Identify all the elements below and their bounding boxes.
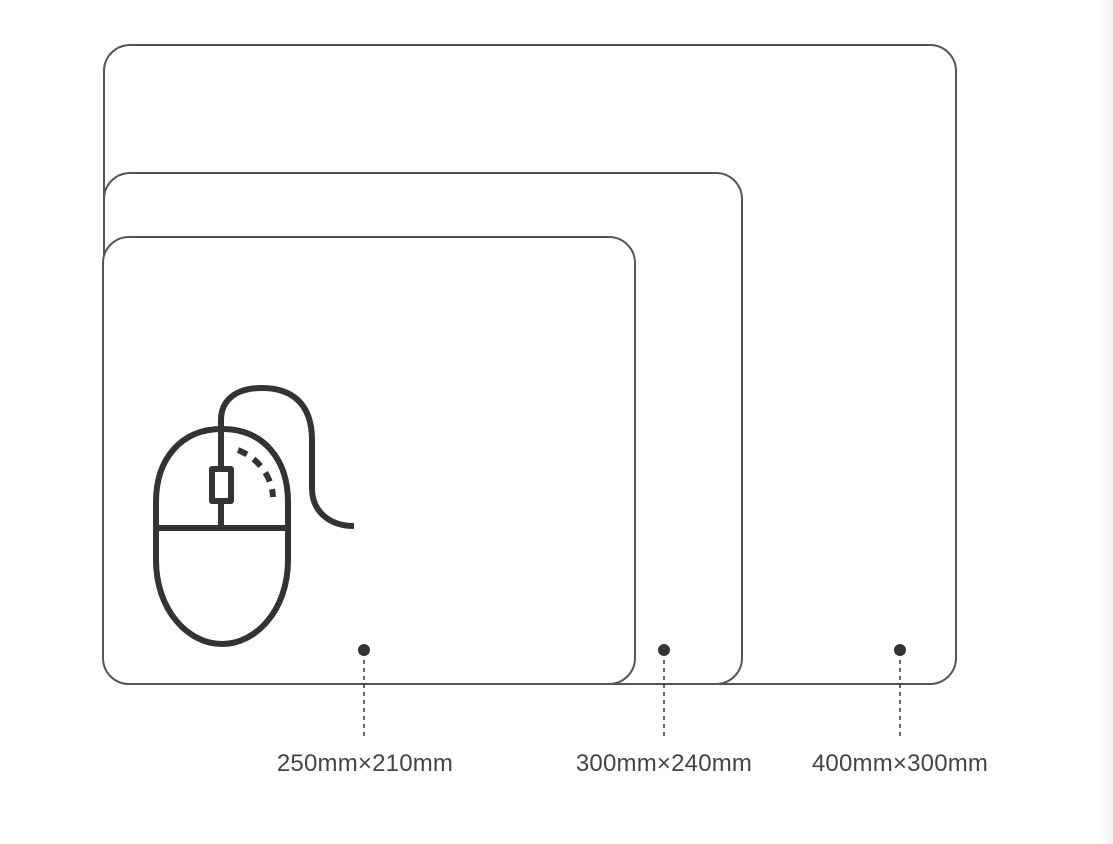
pad-outline-250x210 bbox=[102, 236, 636, 685]
size-label-300x240: 300mm×240mm bbox=[575, 750, 753, 777]
size-marker-300x240 bbox=[658, 644, 670, 738]
size-marker-250x210 bbox=[358, 644, 370, 738]
size-label-400x300: 400mm×300mm bbox=[811, 750, 989, 777]
size-marker-400x300 bbox=[894, 644, 906, 738]
page-edge-shade bbox=[1099, 0, 1113, 844]
size-label-250x210: 250mm×210mm bbox=[276, 750, 454, 777]
mouse-icon bbox=[153, 385, 355, 647]
